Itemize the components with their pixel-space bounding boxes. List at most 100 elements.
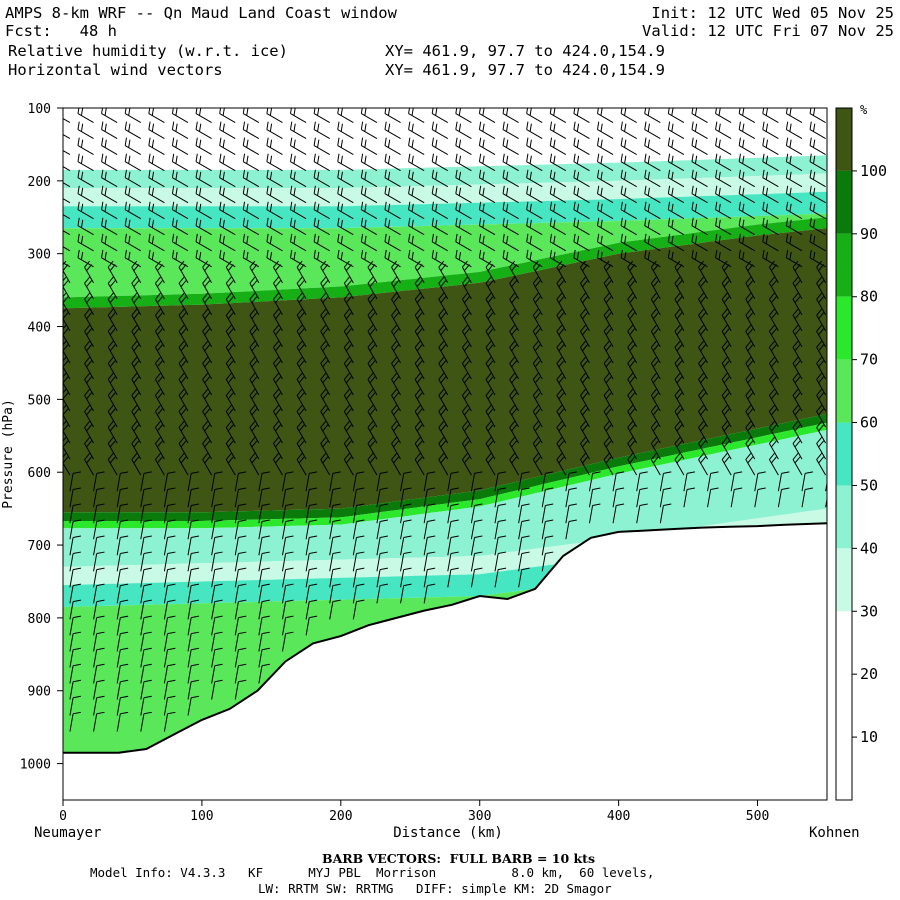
barb-flag <box>202 260 209 268</box>
barb-shaft <box>768 459 779 476</box>
barb-shaft <box>526 161 543 172</box>
barb-flag <box>322 280 329 288</box>
barb-shaft <box>423 553 428 572</box>
barb-shaft <box>721 379 732 396</box>
barb-flag <box>249 404 256 412</box>
barb-flag <box>558 424 565 432</box>
barb-flag <box>770 264 777 272</box>
barb-shaft <box>77 113 94 124</box>
barb-shaft <box>343 363 354 380</box>
barb-flag <box>266 185 269 194</box>
wind-barb <box>667 233 685 252</box>
barb-shaft <box>305 537 310 556</box>
barb-shaft <box>195 161 212 172</box>
wind-barb <box>745 308 756 332</box>
barb-flag <box>249 372 256 380</box>
barb-shaft <box>408 113 425 124</box>
barb-shaft <box>461 299 472 316</box>
barb-shaft <box>391 347 401 364</box>
barb-shaft <box>305 473 310 492</box>
barb-flag <box>364 139 367 148</box>
wind-barb <box>131 404 142 428</box>
barb-flag <box>175 139 178 148</box>
colorbar-swatch <box>836 108 852 171</box>
wind-barb <box>296 292 307 316</box>
barb-shaft <box>290 129 307 140</box>
barb-flag <box>624 251 627 260</box>
barb-flag <box>718 155 721 164</box>
terrain <box>63 523 827 800</box>
barb-flag <box>438 308 445 316</box>
barb-flag <box>785 153 789 162</box>
barb-shaft <box>438 266 449 284</box>
barb-flag <box>266 169 269 178</box>
wind-barb <box>93 535 105 556</box>
wind-barb <box>219 185 236 204</box>
barb-flag <box>219 217 222 226</box>
barb-flag <box>482 219 485 228</box>
wind-barb <box>674 436 685 460</box>
barb-shaft <box>329 489 334 508</box>
barb-flag <box>345 360 352 368</box>
barb-flag <box>691 233 694 242</box>
barb-flag <box>721 388 728 396</box>
barb-flag <box>340 139 343 148</box>
barb-shaft <box>721 283 732 300</box>
barb-flag <box>616 487 625 490</box>
barb-flag <box>202 420 209 428</box>
barb-flag <box>511 424 518 432</box>
barb-flag <box>214 551 223 555</box>
barb-flag <box>770 424 777 432</box>
barb-flag <box>676 296 683 304</box>
wind-barb <box>116 663 129 684</box>
barb-flag <box>345 328 352 336</box>
barb-flag <box>694 108 698 116</box>
barb-shaft <box>187 665 192 684</box>
wind-barb <box>337 153 354 172</box>
barb-flag <box>781 487 790 490</box>
barb-shaft <box>225 331 236 348</box>
barb-shaft <box>305 489 310 508</box>
barb-shaft <box>786 161 803 172</box>
colorbar-label: 10 <box>860 728 878 746</box>
barb-flag <box>238 503 247 506</box>
barb-flag <box>393 440 399 448</box>
barb-shaft <box>597 177 614 188</box>
barb-shaft <box>63 150 71 156</box>
wind-barb <box>588 487 601 508</box>
wind-barb <box>69 471 82 492</box>
barb-shaft <box>296 379 307 396</box>
wind-barb <box>296 340 307 364</box>
barb-shaft <box>211 489 216 508</box>
barb-shaft <box>470 553 476 572</box>
barb-flag <box>296 292 303 300</box>
wind-barb <box>163 695 176 716</box>
barb-flag <box>101 137 104 146</box>
barb-flag <box>133 392 140 400</box>
wind-barb <box>580 436 590 460</box>
wind-barb <box>343 308 354 332</box>
barb-flag <box>580 324 586 332</box>
barb-flag <box>747 440 754 448</box>
barb-flag <box>435 203 438 212</box>
wind-barb <box>211 615 223 636</box>
wind-barb <box>187 695 200 716</box>
barb-flag <box>474 487 483 490</box>
barb-flag <box>104 155 107 164</box>
barb-flag <box>414 420 421 428</box>
barb-flag <box>487 264 494 272</box>
wind-barb <box>588 471 601 492</box>
barb-shaft <box>612 489 617 508</box>
barb-flag <box>54 202 55 210</box>
wind-barb <box>438 340 449 364</box>
barb-flag <box>431 121 434 130</box>
barb-shaft <box>84 443 94 460</box>
barb-flag <box>80 235 84 244</box>
barb-shaft <box>738 177 756 188</box>
barb-shaft <box>455 129 472 140</box>
barb-shaft <box>738 193 756 204</box>
forecast-hour: Fcst: 48 h <box>5 22 117 40</box>
wind-barb <box>509 388 520 412</box>
barb-shaft <box>556 299 567 316</box>
wind-barb <box>573 137 590 156</box>
